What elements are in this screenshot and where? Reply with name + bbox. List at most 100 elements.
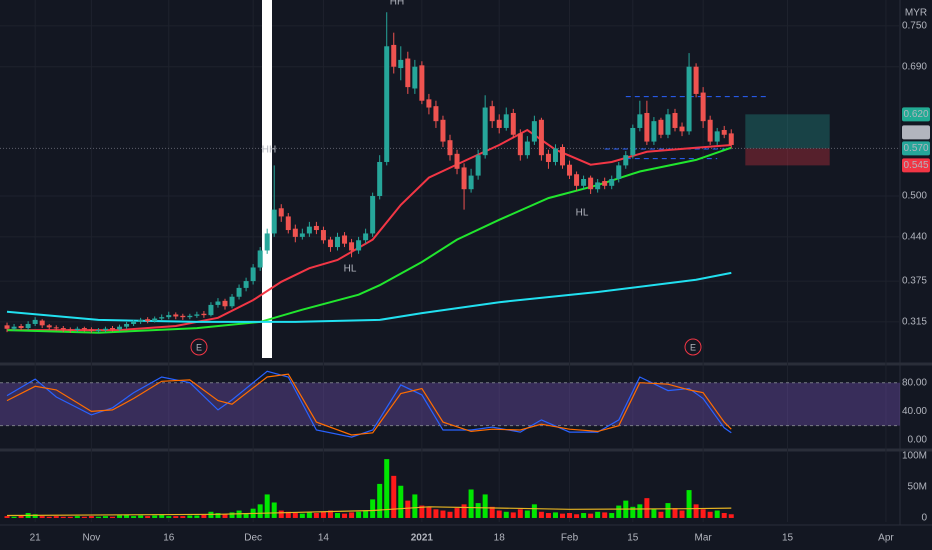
candle-body [194,314,200,316]
volume-bar [391,475,397,518]
volume-bar [299,513,305,518]
volume-bar [552,512,558,518]
volume-bar [728,514,734,518]
volume-bar [672,508,678,518]
volume-bar [278,510,284,518]
candle-body [236,287,242,297]
volume-bar [384,459,390,518]
volume-bar [700,509,706,518]
candle-body [60,328,66,330]
candle-body [342,235,348,244]
candle-body [503,114,509,128]
volume-bar [658,511,664,518]
candle-body [728,133,734,145]
candle-body [335,236,340,248]
candle-body [419,65,425,101]
volume-bar [349,512,355,518]
candle-body [292,228,298,237]
candle-body [95,330,101,332]
candle-body [693,66,699,94]
volume-bar [419,505,425,518]
candle-body [39,320,45,326]
event-label: E [690,342,696,352]
volume-bar [335,513,340,518]
volume-bar [152,515,158,518]
candle-body [67,329,73,331]
volume-bar [166,516,172,518]
candle-body [665,114,671,135]
volume-bar [32,514,38,518]
candle-body [510,112,516,135]
x-tick-label: 16 [163,533,175,544]
price-label: 0.570 [903,127,928,138]
volume-bar [313,513,319,518]
volume-bar [651,509,657,518]
volume-bar [630,506,636,518]
volume-bar [67,516,73,518]
candle-body [271,209,277,234]
y-tick-label: 0.750 [902,21,927,32]
volume-bar [644,498,650,518]
volume-bar [356,511,362,518]
volume-bar [398,485,404,518]
candle-body [545,153,551,162]
candle-body [595,182,601,190]
volume-bar [124,514,130,518]
volume-bar [426,506,432,518]
candle-body [138,319,144,322]
volume-bar [567,513,573,518]
volume-bar [292,513,298,518]
x-tick-label: 18 [494,533,506,544]
candle-body [117,326,123,330]
volume-bar [145,516,151,518]
candle-body [700,92,706,122]
annotation: HL [576,208,589,219]
candle-body [475,155,481,176]
candle-body [46,325,52,328]
price-label-box [902,158,930,173]
candle-body [110,328,115,330]
candle-body [517,133,523,156]
band [0,382,900,426]
candle-body [327,239,333,248]
candle-body [257,250,263,268]
candle-body [574,174,580,186]
candle-body [552,148,558,162]
volume-bar [714,510,720,518]
volume-bar [665,503,671,518]
volume-bar [201,514,207,518]
volume-bar [370,499,376,518]
candle-body [496,119,502,128]
volume-bar [574,514,580,518]
y-tick-label: 50M [908,482,927,493]
candle-body [567,164,573,176]
x-tick-label: 14 [318,533,330,544]
candle-body [356,240,362,251]
x-tick-label: Feb [561,533,579,544]
volume-bar [433,509,439,518]
price-label-box [902,107,930,122]
event-label: E [196,342,202,352]
volume-bar [693,504,699,518]
candle-body [672,112,678,128]
volume-bar [327,510,333,518]
x-tick-label: 15 [782,533,794,544]
candle-body [440,119,446,142]
y-tick-label: 0.375 [902,276,927,287]
volume-bar [468,489,474,518]
candle-body [538,119,544,156]
candle-body [306,226,312,234]
volume-bar [609,513,615,518]
candle-body [686,66,692,132]
volume-bar [721,513,727,518]
volume-bar [18,515,24,518]
volume-bar [616,505,622,518]
volume-bar [581,513,587,518]
candle-body [25,323,31,329]
candle-body [363,233,369,241]
volume-bar [524,510,530,518]
moving-average [7,128,732,332]
candle-body [489,106,495,122]
volume-bar [482,494,488,518]
